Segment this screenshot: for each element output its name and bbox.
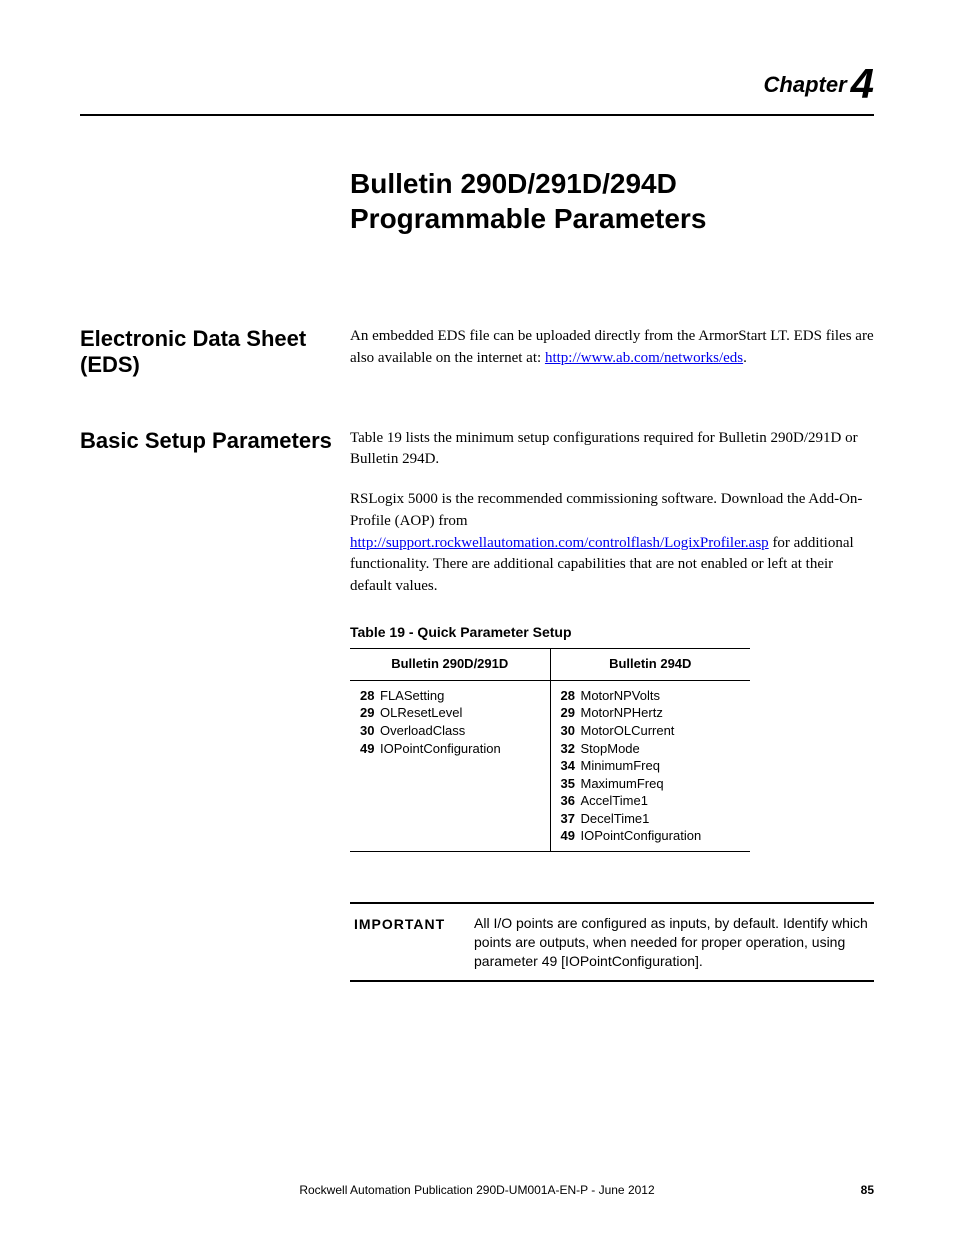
param-entry: 49 IOPointConfiguration: [561, 827, 741, 845]
body-basic: Table 19 lists the minimum setup configu…: [350, 428, 874, 983]
param-entry: 29 MotorNPHertz: [561, 704, 741, 722]
chapter-number: 4: [851, 60, 874, 107]
page-number: 85: [861, 1183, 874, 1197]
param-entry: 30 OverloadClass: [360, 722, 540, 740]
param-entry: 32 StopMode: [561, 740, 741, 758]
table-row: 28 FLASetting29 OLResetLevel30 OverloadC…: [350, 680, 750, 851]
table-header-row: Bulletin 290D/291D Bulletin 294D: [350, 649, 750, 681]
title-line-1: Bulletin 290D/291D/294D: [350, 168, 677, 199]
chapter-label: Chapter: [764, 72, 847, 97]
param-entry: 28 FLASetting: [360, 687, 540, 705]
cell-col-2: 28 MotorNPVolts29 MotorNPHertz30 MotorOL…: [550, 680, 750, 851]
param-entry: 37 DecelTime1: [561, 810, 741, 828]
section-eds: Electronic Data Sheet (EDS) An embedded …: [80, 326, 874, 388]
eds-paragraph: An embedded EDS file can be uploaded dir…: [350, 326, 874, 370]
page-title-block: Bulletin 290D/291D/294D Programmable Par…: [350, 166, 874, 236]
chapter-heading: Chapter4: [80, 60, 874, 108]
chapter-rule: [80, 114, 874, 116]
param-entry: 49 IOPointConfiguration: [360, 740, 540, 758]
side-heading-basic: Basic Setup Parameters: [80, 428, 350, 983]
th-col-2: Bulletin 294D: [550, 649, 750, 681]
important-label: IMPORTANT: [350, 914, 474, 971]
eds-link[interactable]: http://www.ab.com/networks/eds: [545, 350, 743, 366]
eds-text-b: .: [743, 350, 747, 366]
footer: Rockwell Automation Publication 290D-UM0…: [80, 1183, 874, 1197]
important-text: All I/O points are configured as inputs,…: [474, 914, 874, 971]
important-box: IMPORTANT All I/O points are configured …: [350, 902, 874, 983]
body-eds: An embedded EDS file can be uploaded dir…: [350, 326, 874, 388]
basic-text-2a: RSLogix 5000 is the recommended commissi…: [350, 491, 862, 529]
side-heading-eds: Electronic Data Sheet (EDS): [80, 326, 350, 388]
param-entry: 28 MotorNPVolts: [561, 687, 741, 705]
param-entry: 29 OLResetLevel: [360, 704, 540, 722]
param-entry: 35 MaximumFreq: [561, 775, 741, 793]
page: Chapter4 Bulletin 290D/291D/294D Program…: [0, 0, 954, 1235]
basic-para-2: RSLogix 5000 is the recommended commissi…: [350, 489, 874, 598]
quick-parameter-table: Bulletin 290D/291D Bulletin 294D 28 FLAS…: [350, 648, 750, 852]
footer-text: Rockwell Automation Publication 290D-UM0…: [299, 1183, 654, 1197]
table-caption: Table 19 - Quick Parameter Setup: [350, 622, 874, 642]
th-col-1: Bulletin 290D/291D: [350, 649, 550, 681]
section-basic: Basic Setup Parameters Table 19 lists th…: [80, 428, 874, 983]
param-entry: 34 MinimumFreq: [561, 757, 741, 775]
aop-link[interactable]: http://support.rockwellautomation.com/co…: [350, 535, 769, 551]
cell-col-1: 28 FLASetting29 OLResetLevel30 OverloadC…: [350, 680, 550, 851]
title-line-2: Programmable Parameters: [350, 203, 706, 234]
basic-para-1: Table 19 lists the minimum setup configu…: [350, 428, 874, 472]
page-title: Bulletin 290D/291D/294D Programmable Par…: [350, 166, 874, 236]
param-entry: 30 MotorOLCurrent: [561, 722, 741, 740]
param-entry: 36 AccelTime1: [561, 792, 741, 810]
